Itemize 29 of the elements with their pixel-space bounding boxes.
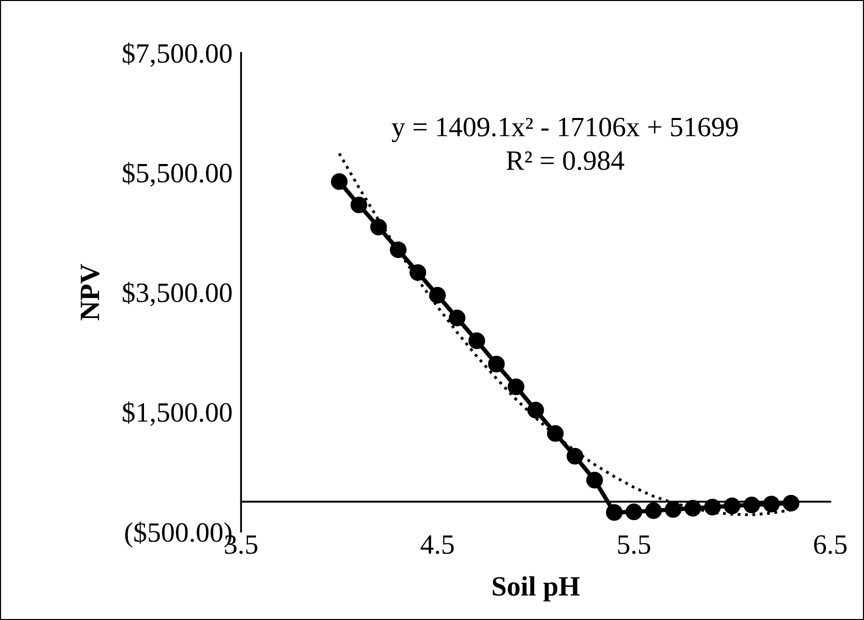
point [488, 356, 505, 372]
point [645, 502, 662, 519]
point [508, 378, 524, 396]
point [390, 241, 407, 258]
y-tick-label: $7,500.00 [122, 42, 232, 67]
point [606, 504, 623, 521]
y-tick-label: $1,500.00 [122, 401, 232, 426]
x-tick-label: 4.5 [420, 535, 454, 554]
y-axis-title: NPV [80, 264, 100, 320]
point [350, 196, 368, 214]
annotation: R² = 0.984 [506, 151, 624, 170]
point [409, 264, 426, 281]
point [330, 173, 348, 190]
point [664, 501, 682, 518]
point [370, 218, 387, 236]
x-tick-label: 6.5 [814, 535, 847, 554]
point [468, 332, 486, 350]
annotation: y = 1409.1x² - 17106x + 51699 [392, 118, 738, 142]
point [566, 448, 584, 465]
x-axis-title: Soil pH [492, 576, 580, 602]
point [546, 425, 564, 442]
point [626, 504, 642, 520]
y-tick-label: $5,500.00 [122, 162, 232, 187]
point [586, 472, 603, 488]
point [527, 402, 544, 418]
point [429, 286, 446, 304]
x-tick-label: 5.5 [618, 535, 650, 554]
point [448, 310, 466, 326]
y-tick-label: $3,500.00 [122, 282, 232, 306]
